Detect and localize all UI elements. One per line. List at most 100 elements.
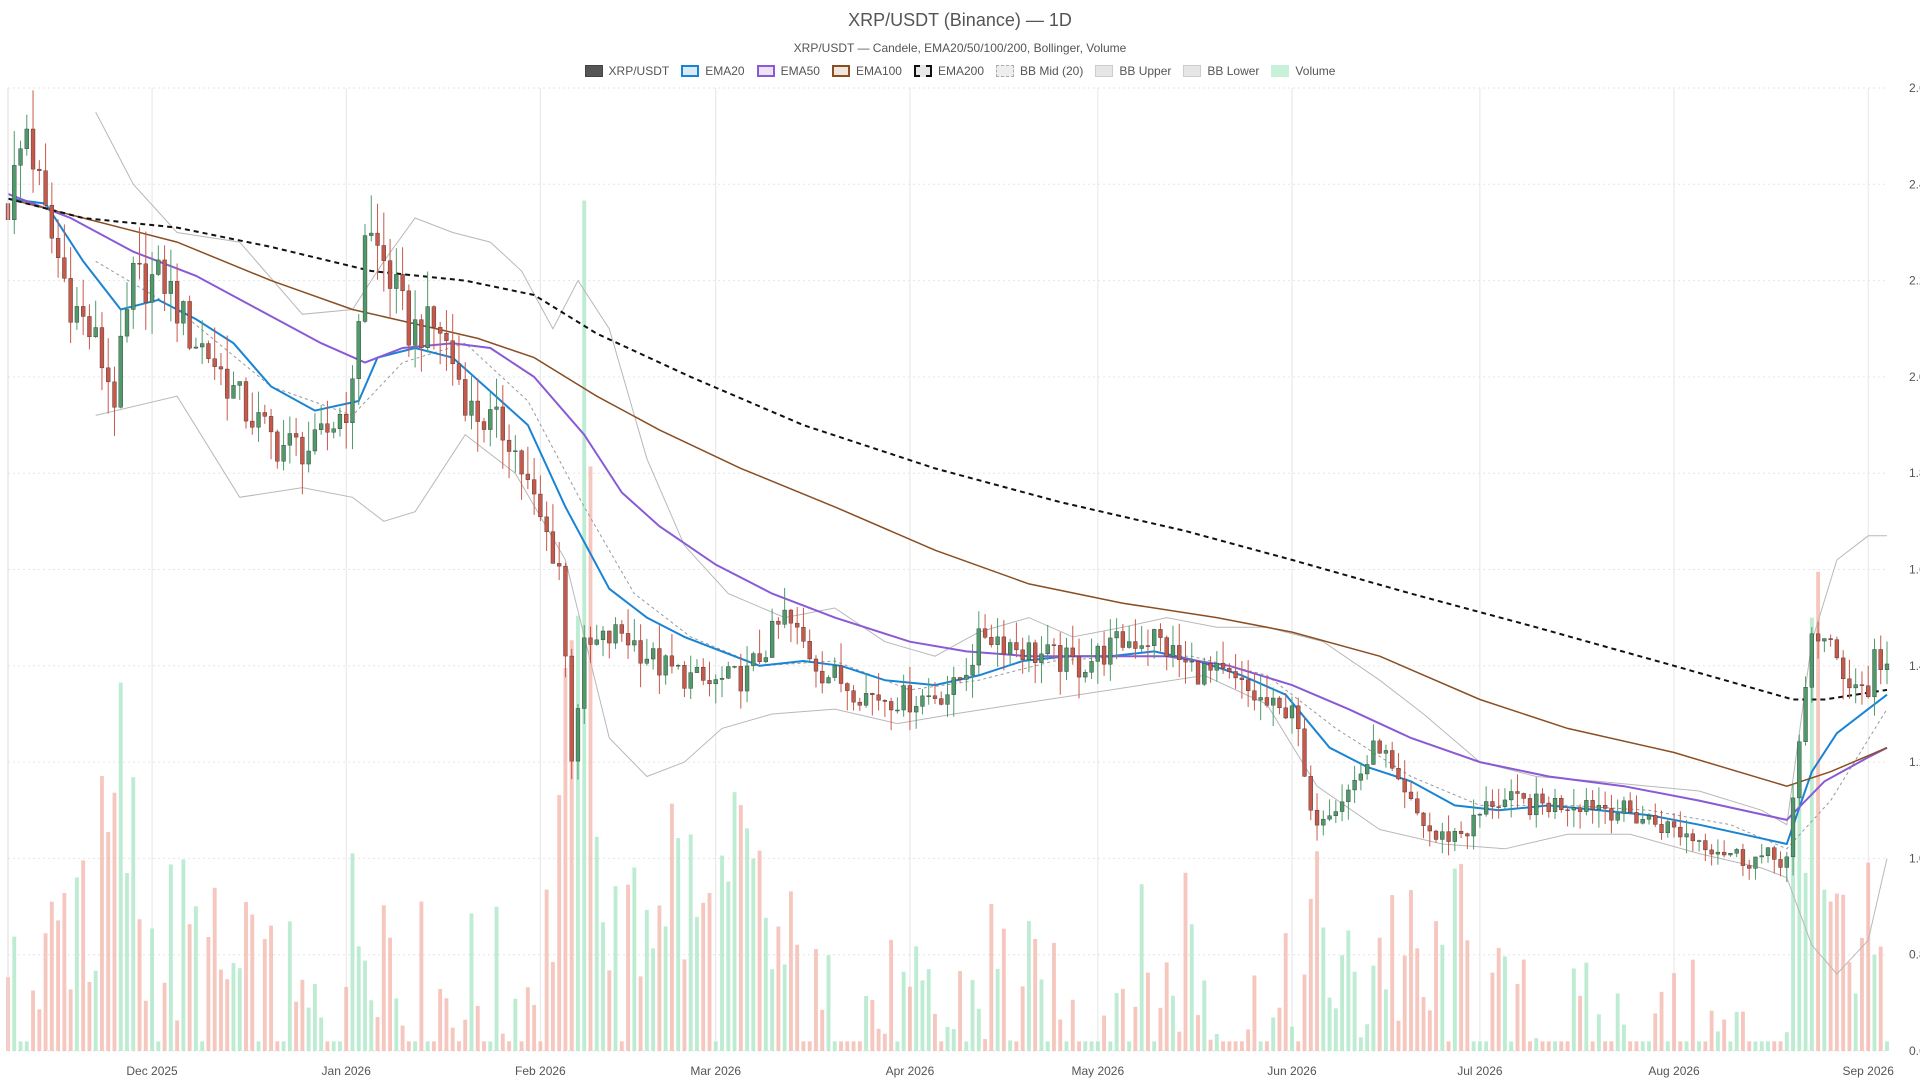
- volume-bar: [325, 1041, 330, 1051]
- volume-bar: [989, 903, 994, 1051]
- legend-item-bb-mid[interactable]: BB Mid (20): [996, 64, 1083, 78]
- volume-bar: [431, 1041, 436, 1051]
- chart-subtitle: XRP/USDT — Candele, EMA20/50/100/200, Bo…: [793, 41, 1127, 55]
- volume-bar: [1377, 937, 1382, 1051]
- volume-bar: [231, 962, 236, 1051]
- volume-bar: [1628, 1041, 1633, 1051]
- candle-body: [1076, 656, 1082, 678]
- candle-body: [1321, 818, 1326, 826]
- candle-body: [1408, 791, 1414, 800]
- candle-body: [788, 609, 794, 624]
- legend-item-ema200[interactable]: EMA200: [913, 64, 984, 78]
- volume-bar: [770, 969, 775, 1051]
- volume-bar: [1640, 1041, 1645, 1051]
- candle-body: [876, 694, 881, 701]
- volume-bar: [795, 944, 800, 1051]
- volume-bar: [187, 924, 192, 1051]
- volume-bar: [131, 777, 136, 1051]
- volume-bar: [450, 1027, 455, 1051]
- candle-body: [55, 238, 61, 258]
- volume-bar: [219, 969, 223, 1051]
- candle-body: [1778, 859, 1783, 868]
- volume-bar: [663, 926, 668, 1051]
- volume-bar: [870, 999, 875, 1051]
- candle-body: [951, 677, 956, 695]
- legend-item-bb-lower[interactable]: BB Lower: [1183, 64, 1259, 78]
- candle-body: [262, 412, 267, 417]
- volume-bar: [1534, 1038, 1539, 1051]
- volume-bar: [1759, 1041, 1764, 1051]
- volume-bar: [732, 792, 737, 1051]
- legend-swatch-ema100: [831, 65, 850, 77]
- legend-label-ema50: EMA50: [780, 64, 820, 78]
- volume-bar: [1102, 1015, 1107, 1051]
- volume-bar: [338, 1041, 342, 1051]
- candle-body: [845, 683, 850, 691]
- candle-body: [945, 694, 950, 705]
- legend-item-ema100[interactable]: EMA100: [831, 64, 902, 78]
- candle-body: [807, 641, 812, 660]
- candle-body: [1427, 825, 1432, 832]
- volume-bar: [1772, 1041, 1777, 1051]
- volume-bar: [375, 1017, 380, 1051]
- candle-body: [225, 368, 230, 399]
- candle-body: [1584, 800, 1589, 812]
- y-tick-label: 0.6: [1909, 1044, 1920, 1058]
- volume-bar: [1853, 993, 1858, 1051]
- candle-body: [795, 622, 800, 628]
- volume-bar: [1383, 989, 1388, 1051]
- candle-body: [1195, 660, 1201, 685]
- candle-body: [137, 262, 142, 265]
- candle-body: [644, 658, 650, 664]
- candle-body: [419, 319, 424, 348]
- candle-body: [1502, 799, 1508, 807]
- y-tick-label: 1.0: [1909, 851, 1920, 865]
- candle-body: [1847, 678, 1852, 689]
- volume-bar: [1484, 1041, 1489, 1051]
- volume-bar: [895, 1041, 900, 1051]
- candle-body: [62, 257, 67, 279]
- volume-bar: [212, 887, 217, 1051]
- legend-item-candles[interactable]: XRP/USDT: [584, 64, 669, 78]
- volume-bar: [976, 1008, 981, 1051]
- candle-body: [1245, 679, 1251, 691]
- candle-body: [682, 665, 687, 689]
- volume-bar: [1465, 940, 1470, 1051]
- candle-body: [1803, 687, 1808, 742]
- volume-bar: [1728, 1041, 1733, 1051]
- candle-body: [1233, 671, 1238, 679]
- y-tick-label: 1.4: [1909, 659, 1920, 673]
- chart-title: XRP/USDT (Binance) — 1D: [848, 10, 1072, 30]
- legend-item-ema50[interactable]: EMA50: [756, 64, 820, 78]
- legend-item-volume[interactable]: Volume: [1271, 64, 1335, 78]
- volume-bar: [1615, 993, 1620, 1051]
- legend-item-ema20[interactable]: EMA20: [681, 64, 745, 78]
- candle-body: [888, 701, 894, 711]
- volume-bar: [475, 1005, 480, 1051]
- candle-body: [694, 666, 700, 673]
- candle-body: [557, 563, 562, 567]
- candle-body: [1095, 645, 1100, 662]
- ema50-line: [7, 192, 1888, 821]
- candle-body: [1258, 697, 1263, 701]
- candle-body: [1007, 642, 1013, 655]
- legend-item-bb-upper[interactable]: BB Upper: [1095, 64, 1171, 78]
- candle-body: [231, 385, 236, 399]
- candle-body: [1152, 629, 1157, 646]
- candle-body: [1509, 791, 1514, 801]
- volume-bar: [1365, 1024, 1370, 1051]
- candle-body: [1477, 813, 1483, 816]
- volume-bar: [1778, 1041, 1783, 1051]
- volume-bar: [1396, 1020, 1401, 1051]
- volume-bar: [1402, 955, 1407, 1051]
- volume-bar: [256, 1041, 261, 1051]
- chart-legend: XRP/USDT EMA20 EMA50 EMA100 EMA200 BB Mi…: [0, 64, 1920, 78]
- volume-bar: [1045, 1041, 1050, 1051]
- volume-bar: [1490, 972, 1495, 1051]
- candle-body: [1828, 638, 1833, 640]
- volume-bar: [1753, 1041, 1758, 1051]
- volume-bar: [463, 1019, 468, 1051]
- candle-body: [995, 636, 1000, 645]
- candle-body: [632, 640, 637, 646]
